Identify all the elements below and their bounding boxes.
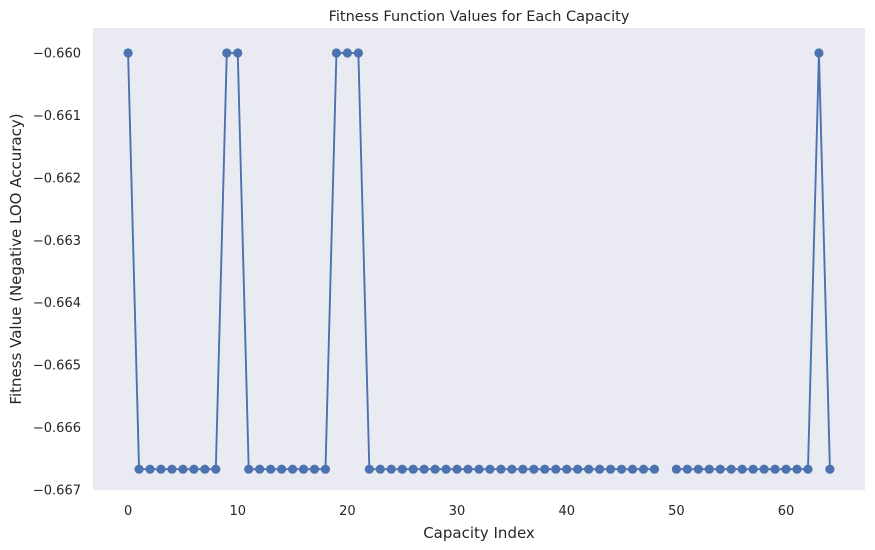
data-point: [287, 464, 298, 474]
data-point: [726, 464, 736, 474]
data-point: [649, 464, 660, 474]
y-axis-label: Fitness Value (Negative LOO Accuracy): [7, 113, 25, 404]
data-point: [145, 464, 155, 474]
data-point: [386, 464, 396, 474]
data-point: [397, 464, 407, 474]
data-point: [627, 464, 638, 474]
data-point: [759, 464, 769, 474]
data-point: [803, 464, 813, 474]
x-tick-label: 10: [229, 504, 246, 519]
data-point: [452, 464, 462, 474]
data-point: [748, 464, 758, 474]
data-point: [474, 464, 484, 474]
data-point: [178, 464, 188, 474]
y-tick-label: −0.666: [33, 421, 81, 436]
y-tick-label: −0.667: [33, 484, 81, 499]
x-tick-label: 40: [558, 504, 575, 519]
plot-area: [93, 28, 865, 490]
x-tick-label: 0: [124, 504, 132, 519]
x-axis-ticks: 0 10 20 30 40 50 60: [124, 504, 794, 519]
data-point: [485, 464, 495, 474]
data-point: [529, 464, 539, 474]
data-point: [441, 464, 451, 474]
data-point: [364, 464, 374, 474]
y-tick-label: −0.664: [33, 296, 81, 311]
data-point: [551, 464, 561, 474]
data-point: [584, 464, 594, 474]
data-point: [814, 48, 824, 58]
data-point: [715, 464, 725, 474]
data-point: [671, 464, 681, 474]
data-point: [298, 464, 309, 474]
data-point: [737, 464, 747, 474]
data-point: [792, 464, 802, 474]
x-tick-label: 60: [778, 504, 795, 519]
data-point: [682, 464, 692, 474]
data-point: [189, 464, 199, 474]
x-tick-label: 30: [449, 504, 466, 519]
data-point: [419, 464, 429, 474]
data-point: [430, 464, 440, 474]
data-point: [211, 464, 221, 474]
data-point: [309, 464, 320, 474]
data-point: [562, 464, 572, 474]
y-tick-label: −0.665: [33, 359, 81, 374]
y-axis-ticks: −0.660 −0.661 −0.662 −0.663 −0.664 −0.665 −0.6…: [33, 46, 81, 498]
x-tick-label: 20: [339, 504, 356, 519]
data-point: [496, 464, 506, 474]
data-point: [463, 464, 473, 474]
data-point: [540, 464, 550, 474]
y-tick-label: −0.661: [33, 109, 81, 124]
data-point: [638, 464, 649, 474]
series-layer: [123, 48, 835, 474]
data-point: [616, 464, 627, 474]
data-point: [605, 464, 616, 474]
x-tick-label: 50: [668, 504, 685, 519]
data-point: [408, 464, 418, 474]
data-point: [320, 464, 331, 474]
data-point: [353, 48, 363, 58]
data-point: [123, 48, 133, 58]
data-point: [518, 464, 528, 474]
data-point: [266, 464, 276, 474]
y-tick-label: −0.660: [33, 46, 81, 61]
data-point: [255, 464, 265, 474]
data-point: [704, 464, 714, 474]
data-point: [595, 464, 605, 474]
x-axis-label: Capacity Index: [423, 524, 535, 542]
data-point: [507, 464, 517, 474]
data-point: [134, 464, 144, 474]
data-point: [375, 464, 385, 474]
data-point: [573, 464, 583, 474]
data-point: [277, 464, 287, 474]
data-point: [781, 464, 791, 474]
chart-title: Fitness Function Values for Each Capacit…: [329, 9, 630, 25]
data-point: [825, 464, 835, 474]
data-point: [331, 48, 342, 58]
data-point: [770, 464, 780, 474]
data-point: [222, 48, 232, 58]
data-point: [693, 464, 703, 474]
data-point: [167, 464, 177, 474]
data-point: [244, 464, 254, 474]
y-tick-label: −0.662: [33, 171, 81, 186]
data-point: [233, 48, 243, 58]
data-point: [200, 464, 210, 474]
data-point: [342, 48, 353, 58]
data-point: [156, 464, 166, 474]
y-tick-label: −0.663: [33, 234, 81, 249]
